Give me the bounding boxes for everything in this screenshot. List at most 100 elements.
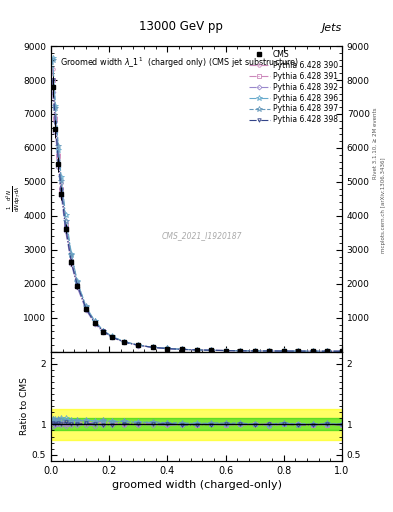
Bar [51,418,342,431]
Pythia 6.428 390 [194,347,199,353]
CMS [194,347,199,353]
Pythia 6.428 392 [165,346,170,352]
CMS [56,161,61,167]
Pythia 6.428 398 [110,334,114,340]
Text: Jets: Jets [321,23,342,33]
Y-axis label: $\frac{1}{\mathrm{d}N}\,/\,\mathrm{d}p_T\,\mathrm{d}\lambda$
$\frac{1}{\mathrm{d: $\frac{1}{\mathrm{d}N}\,/\,\mathrm{d}p_T… [0,180,22,218]
Pythia 6.428 397 [151,344,155,350]
Pythia 6.428 398 [238,348,242,354]
Pythia 6.428 390 [238,348,242,354]
Pythia 6.428 397 [110,334,114,340]
Pythia 6.428 391 [63,222,68,228]
X-axis label: groomed width (charged-only): groomed width (charged-only) [112,480,281,490]
CMS [340,348,344,354]
CMS [223,348,228,354]
CMS [180,346,184,352]
Line: Pythia 6.428 391: Pythia 6.428 391 [51,78,343,353]
Pythia 6.428 398 [267,348,272,354]
Pythia 6.428 396 [180,346,184,352]
CMS [136,343,141,349]
Pythia 6.428 396 [151,344,155,350]
Pythia 6.428 390 [136,342,141,348]
Pythia 6.428 391 [84,306,88,312]
Pythia 6.428 396 [63,212,68,219]
Pythia 6.428 392 [194,347,199,353]
Pythia 6.428 390 [110,334,114,340]
Pythia 6.428 391 [75,283,80,289]
Pythia 6.428 391 [340,348,344,354]
Pythia 6.428 392 [151,344,155,350]
Pythia 6.428 397 [296,348,301,354]
Pythia 6.428 392 [340,348,344,354]
Pythia 6.428 390 [101,328,106,334]
Pythia 6.428 392 [238,348,242,354]
Pythia 6.428 390 [296,348,301,354]
Pythia 6.428 397 [194,347,199,353]
Pythia 6.428 398 [194,347,199,353]
Pythia 6.428 390 [223,348,228,354]
Pythia 6.428 390 [310,348,315,354]
Pythia 6.428 398 [50,77,55,83]
CMS [209,347,213,353]
Pythia 6.428 392 [252,348,257,354]
Pythia 6.428 398 [151,344,155,350]
Pythia 6.428 390 [56,151,61,157]
Pythia 6.428 391 [121,339,126,345]
Pythia 6.428 398 [325,348,330,354]
Pythia 6.428 390 [325,348,330,354]
Pythia 6.428 396 [110,333,114,339]
Pythia 6.428 396 [310,348,315,354]
Pythia 6.428 397 [252,348,257,354]
Line: Pythia 6.428 398: Pythia 6.428 398 [51,78,343,353]
Pythia 6.428 398 [340,348,344,354]
Text: Rivet 3.1.10, ≥ 2M events: Rivet 3.1.10, ≥ 2M events [373,108,378,179]
Pythia 6.428 391 [252,348,257,354]
Text: mcplots.cern.ch [arXiv:1306.3436]: mcplots.cern.ch [arXiv:1306.3436] [381,157,386,252]
Pythia 6.428 390 [53,114,58,120]
Pythia 6.428 392 [121,339,126,345]
Pythia 6.428 396 [121,338,126,345]
Pythia 6.428 390 [69,257,74,263]
Line: Pythia 6.428 396: Pythia 6.428 396 [50,55,345,354]
Pythia 6.428 390 [50,66,55,72]
Pythia 6.428 396 [53,103,58,110]
Pythia 6.428 391 [267,348,272,354]
Pythia 6.428 398 [84,306,88,312]
Pythia 6.428 397 [238,348,242,354]
Pythia 6.428 391 [281,348,286,354]
Pythia 6.428 391 [194,347,199,353]
Pythia 6.428 392 [63,228,68,234]
Pythia 6.428 390 [180,346,184,352]
CMS [151,344,155,350]
Pythia 6.428 392 [296,348,301,354]
CMS [121,339,126,345]
Pythia 6.428 391 [92,319,97,326]
CMS [69,260,74,266]
Pythia 6.428 398 [75,282,80,288]
Pythia 6.428 398 [310,348,315,354]
Pythia 6.428 397 [267,348,272,354]
Pythia 6.428 396 [209,347,213,353]
Pythia 6.428 391 [56,153,61,159]
Pythia 6.428 392 [209,347,213,353]
CMS [75,283,80,289]
Pythia 6.428 392 [92,321,97,327]
CMS [59,190,64,197]
Pythia 6.428 397 [59,178,64,184]
Pythia 6.428 391 [310,348,315,354]
Line: Pythia 6.428 390: Pythia 6.428 390 [51,67,343,353]
Pythia 6.428 391 [110,334,114,340]
Pythia 6.428 390 [84,305,88,311]
Pythia 6.428 397 [165,346,170,352]
CMS [84,306,88,312]
Pythia 6.428 392 [84,307,88,313]
Pythia 6.428 397 [75,279,80,285]
Pythia 6.428 397 [136,342,141,348]
Pythia 6.428 398 [101,328,106,334]
Pythia 6.428 390 [281,348,286,354]
Pythia 6.428 398 [92,319,97,326]
Pythia 6.428 397 [180,346,184,352]
Pythia 6.428 397 [223,348,228,354]
Pythia 6.428 390 [92,319,97,326]
Pythia 6.428 392 [281,348,286,354]
